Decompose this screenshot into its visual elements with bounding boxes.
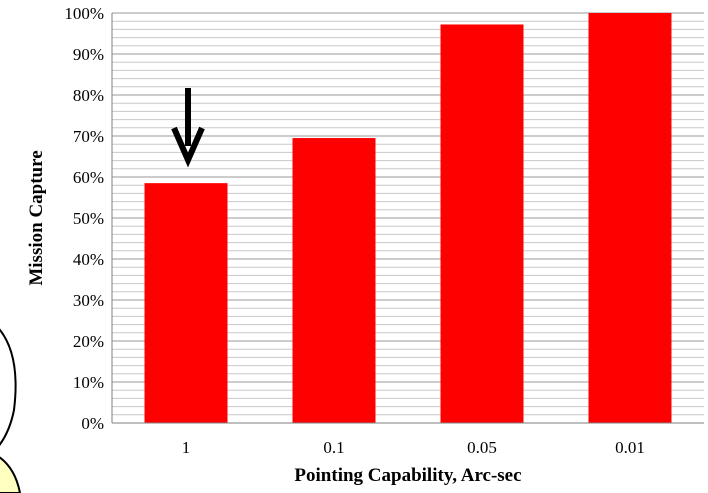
y-tick-label: 100% (64, 4, 104, 23)
y-axis-title: Mission Capture (26, 150, 47, 285)
y-tick-labels: 0% 10% 20% 30% 40% 50% 60% 70% 80% 90% 100% (64, 4, 104, 433)
y-tick-label: 80% (73, 86, 104, 105)
bar (588, 13, 672, 423)
y-tick-label: 20% (73, 332, 104, 351)
y-tick-label: 0% (81, 414, 104, 433)
y-tick-label: 60% (73, 168, 104, 187)
left-edge-decoration-yellow (0, 456, 22, 493)
bars (144, 13, 672, 424)
y-tick-label: 70% (73, 127, 104, 146)
x-axis-title: Pointing Capability, Arc-sec (294, 465, 521, 486)
y-tick-label: 50% (73, 209, 104, 228)
left-edge-decoration (0, 328, 17, 446)
x-tick-label: 0.1 (323, 438, 344, 457)
y-tick-label: 10% (73, 373, 104, 392)
y-tick-label: 30% (73, 291, 104, 310)
bar (144, 183, 228, 423)
x-tick-labels: 1 0.1 0.05 0.01 (182, 438, 645, 457)
arrow-annotation (171, 88, 205, 168)
bar (440, 24, 524, 423)
x-tick-label: 0.01 (615, 438, 645, 457)
y-tick-label: 40% (73, 250, 104, 269)
bar (292, 138, 376, 424)
x-tick-label: 0.05 (467, 438, 497, 457)
x-tick-label: 1 (182, 438, 191, 457)
y-tick-label: 90% (73, 45, 104, 64)
